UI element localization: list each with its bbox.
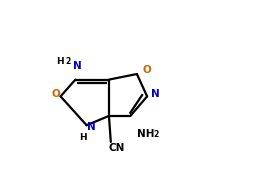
Text: N: N — [87, 122, 96, 132]
Text: O: O — [51, 89, 60, 99]
Text: 2: 2 — [153, 130, 158, 139]
Text: 2: 2 — [65, 57, 71, 66]
Text: H: H — [56, 57, 63, 66]
Text: CN: CN — [108, 143, 125, 153]
Text: H: H — [79, 133, 87, 142]
Text: N: N — [151, 89, 159, 99]
Text: N: N — [73, 61, 82, 71]
Text: NH: NH — [136, 129, 154, 139]
Text: O: O — [143, 65, 151, 75]
